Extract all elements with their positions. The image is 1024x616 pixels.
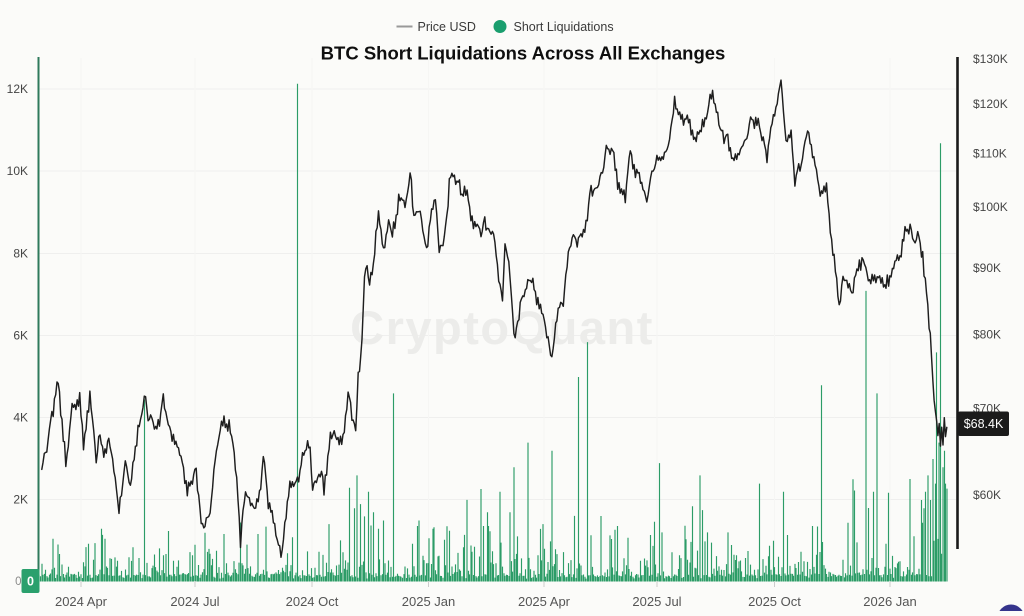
svg-text:2025 Jan: 2025 Jan: [402, 594, 456, 609]
svg-text:2025 Apr: 2025 Apr: [518, 594, 571, 609]
svg-text:$100K: $100K: [973, 200, 1008, 214]
svg-text:2K: 2K: [13, 493, 28, 507]
svg-text:$90K: $90K: [973, 261, 1001, 275]
svg-text:Price USD: Price USD: [418, 20, 476, 34]
svg-text:2025 Jul: 2025 Jul: [632, 594, 681, 609]
svg-text:6K: 6K: [13, 329, 28, 343]
svg-text:$120K: $120K: [973, 97, 1008, 111]
svg-text:$68.4K: $68.4K: [964, 417, 1004, 431]
svg-text:4K: 4K: [13, 411, 28, 425]
svg-text:8K: 8K: [13, 247, 28, 261]
svg-text:10K: 10K: [7, 164, 28, 178]
svg-text:BTC Short Liquidations Across: BTC Short Liquidations Across All Exchan…: [321, 43, 726, 64]
svg-text:$80K: $80K: [973, 328, 1001, 342]
svg-text:2025 Oct: 2025 Oct: [748, 594, 801, 609]
svg-text:Short Liquidations: Short Liquidations: [514, 20, 614, 34]
svg-text:12K: 12K: [7, 82, 28, 96]
svg-text:0: 0: [27, 575, 34, 589]
svg-text:2026 Jan: 2026 Jan: [863, 594, 917, 609]
svg-text:$110K: $110K: [973, 147, 1007, 161]
svg-text:2024 Apr: 2024 Apr: [55, 594, 108, 609]
svg-text:0: 0: [15, 576, 21, 588]
svg-text:2024 Jul: 2024 Jul: [170, 594, 219, 609]
svg-text:$130K: $130K: [973, 52, 1008, 66]
svg-text:2024 Oct: 2024 Oct: [286, 594, 339, 609]
svg-text:CryptoQuant: CryptoQuant: [350, 301, 654, 354]
svg-text:$60K: $60K: [973, 488, 1001, 502]
